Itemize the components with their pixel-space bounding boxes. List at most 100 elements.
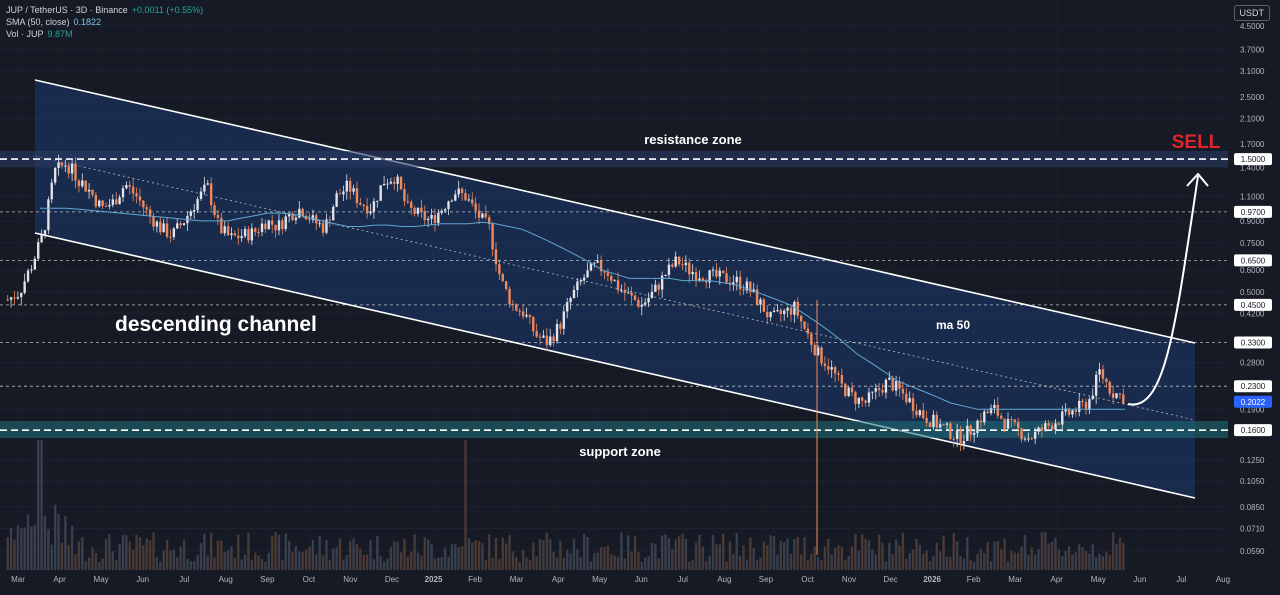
candle-body: [193, 210, 196, 212]
candle-body: [121, 188, 125, 198]
candle-body: [410, 202, 413, 208]
volume-bar: [925, 550, 928, 570]
volume-bar: [718, 544, 721, 570]
candle-body: [382, 183, 386, 186]
candle-body: [643, 302, 647, 305]
candle-body: [1047, 423, 1050, 426]
volume-bar: [450, 544, 454, 570]
candle-body: [270, 220, 274, 225]
candle-body: [738, 276, 742, 290]
volume-bar: [582, 533, 586, 570]
volume-bar: [416, 552, 420, 570]
level-badge: [1234, 205, 1272, 218]
currency-badge[interactable]: USDT: [1233, 5, 1270, 21]
y-tick-label: 0.4200: [1240, 309, 1265, 318]
volume-bar: [962, 558, 966, 570]
candle-body: [966, 425, 969, 441]
candle-body: [783, 310, 786, 315]
candle-body: [213, 205, 216, 216]
time-axis: Mar Apr May Jun Jul Aug Sep Oct Nov Dec 2025 Feb Mar…: [11, 575, 1230, 584]
candle-body: [50, 182, 53, 200]
resistance-zone-band: [0, 151, 1228, 167]
candle-body: [718, 270, 721, 277]
candle-body: [677, 256, 681, 265]
volume-bar: [867, 540, 871, 570]
projection-arrow[interactable]: [1127, 175, 1199, 406]
candle-body: [352, 188, 355, 192]
volume-bar: [376, 535, 379, 570]
channel-upper-line[interactable]: [34, 79, 1196, 344]
x-tick-label: Oct: [303, 575, 316, 584]
candle-body: [976, 420, 979, 433]
candle-body: [443, 209, 447, 211]
volume-bar: [16, 525, 20, 570]
candle-body: [755, 289, 759, 305]
volume-bar: [738, 555, 742, 570]
candle-body: [165, 223, 169, 237]
volume-bar: [593, 553, 596, 570]
volume-bar: [576, 549, 579, 570]
volume-bar: [477, 540, 481, 570]
candle-body: [209, 183, 213, 206]
volume-bar: [677, 536, 681, 570]
candle-body: [959, 429, 962, 444]
volume-bar: [806, 559, 810, 570]
y-tick-label: 0.1900: [1240, 405, 1265, 414]
candle-body: [627, 292, 630, 294]
candle-body: [1027, 438, 1030, 440]
volume-bar: [332, 548, 335, 570]
volume-bar: [762, 541, 766, 570]
volume-bar: [901, 532, 905, 570]
candle-body: [1067, 408, 1071, 415]
x-tick-label: Jun: [1133, 575, 1146, 584]
y-tick-label: 0.6000: [1240, 266, 1265, 275]
volume-bar: [315, 554, 318, 570]
channel-lower-line[interactable]: [34, 232, 1196, 499]
candle-body: [786, 307, 789, 311]
volume-bar: [108, 534, 111, 570]
candle-body: [91, 189, 94, 196]
candle-body: [33, 258, 37, 270]
volume-bar: [698, 534, 701, 570]
x-tick-label: Apr: [552, 575, 565, 584]
sma-label[interactable]: SMA (50, close): [6, 17, 70, 27]
candle-body: [1006, 419, 1010, 429]
y-tick-label: 0.7500: [1240, 239, 1265, 248]
candle-body: [864, 400, 867, 403]
volume-label[interactable]: Vol · JUP: [6, 29, 44, 39]
volume-bar: [599, 547, 603, 570]
candle-body: [874, 388, 877, 392]
candle-body: [118, 197, 121, 205]
volume-bar: [348, 541, 352, 570]
volume-bar: [572, 538, 576, 570]
level-badge-label: 0.9700: [1241, 208, 1266, 217]
candle-body: [806, 328, 810, 334]
volume-bar: [264, 561, 267, 570]
volume-bar: [969, 560, 972, 570]
volume-bar: [616, 556, 620, 570]
volume-bar: [193, 561, 196, 570]
volume-bar: [837, 545, 840, 570]
volume-bar: [128, 541, 131, 570]
volume-bar: [443, 547, 447, 570]
volume-bar: [1010, 550, 1013, 570]
candle-body: [30, 269, 33, 271]
volume-bar: [237, 534, 240, 570]
candle-body: [989, 407, 993, 414]
volume-bar: [43, 515, 47, 570]
candle-body: [613, 280, 616, 282]
x-tick-label: Jun: [635, 575, 648, 584]
volume-bar: [538, 539, 542, 570]
candle-body: [98, 200, 101, 207]
candle-body: [260, 223, 264, 232]
volume-bar: [966, 536, 969, 570]
volume-bar: [484, 560, 488, 570]
price-axis-panel[interactable]: [1228, 0, 1280, 590]
volume-bar: [786, 538, 789, 570]
symbol-label[interactable]: JUP / TetherUS · 3D · Binance: [6, 5, 128, 15]
volume-bar: [101, 558, 104, 570]
candle-body: [1010, 419, 1013, 421]
candle-body: [549, 336, 552, 346]
